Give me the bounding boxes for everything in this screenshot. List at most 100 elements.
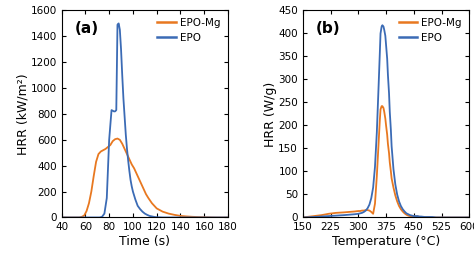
EPO-Mg — [166, 212, 172, 215]
EPO — [160, 216, 165, 219]
EPO-Mg — [86, 202, 92, 205]
EPO — [125, 159, 131, 162]
EPO-Mg — [119, 142, 125, 145]
EPO — [113, 108, 119, 112]
EPO-Mg — [466, 216, 472, 219]
EPO — [225, 216, 231, 219]
EPO — [378, 32, 383, 35]
EPO-Mg — [195, 216, 201, 219]
EPO — [135, 204, 140, 208]
EPO-Mg — [84, 209, 90, 212]
Line: EPO-Mg: EPO-Mg — [303, 106, 469, 217]
EPO — [172, 216, 177, 219]
X-axis label: Temperature (°C): Temperature (°C) — [332, 235, 440, 248]
EPO-Mg — [141, 187, 146, 190]
EPO-Mg — [178, 214, 183, 217]
EPO-Mg — [127, 158, 132, 161]
EPO — [106, 138, 112, 141]
EPO-Mg — [190, 215, 195, 219]
X-axis label: Time (s): Time (s) — [119, 235, 170, 248]
EPO — [137, 208, 143, 211]
EPO-Mg — [213, 216, 219, 219]
EPO — [127, 169, 132, 172]
EPO — [120, 97, 126, 100]
EPO — [101, 212, 107, 215]
EPO — [142, 212, 148, 215]
EPO-Mg — [134, 172, 139, 175]
EPO — [104, 196, 109, 200]
EPO-Mg — [112, 138, 118, 141]
Legend: EPO-Mg, EPO: EPO-Mg, EPO — [396, 16, 464, 45]
EPO — [145, 213, 150, 216]
EPO-Mg — [154, 207, 160, 210]
EPO-Mg — [115, 137, 120, 140]
EPO-Mg — [300, 216, 306, 219]
EPO — [111, 110, 117, 113]
Line: EPO: EPO — [62, 23, 228, 217]
EPO-Mg — [136, 177, 142, 180]
EPO — [128, 178, 133, 182]
Line: EPO-Mg: EPO-Mg — [62, 139, 228, 217]
EPO-Mg — [82, 214, 87, 217]
EPO — [130, 190, 136, 193]
EPO-Mg — [401, 212, 407, 215]
EPO-Mg — [117, 138, 123, 141]
EPO — [396, 200, 402, 203]
EPO-Mg — [59, 216, 64, 219]
EPO — [129, 185, 135, 188]
EPO — [300, 216, 306, 219]
Legend: EPO-Mg, EPO: EPO-Mg, EPO — [155, 16, 223, 45]
Line: EPO: EPO — [303, 25, 469, 217]
Text: (a): (a) — [75, 21, 99, 36]
EPO — [123, 133, 128, 136]
EPO-Mg — [183, 215, 189, 218]
EPO-Mg — [225, 216, 231, 219]
EPO-Mg — [201, 216, 207, 219]
EPO-Mg — [400, 210, 406, 213]
EPO — [99, 215, 105, 219]
Y-axis label: HRR (kW/m²): HRR (kW/m²) — [16, 73, 29, 155]
EPO-Mg — [382, 110, 387, 113]
EPO-Mg — [143, 193, 149, 196]
EPO — [109, 108, 114, 112]
EPO — [166, 216, 172, 219]
EPO — [139, 210, 145, 213]
EPO — [154, 216, 160, 219]
EPO — [366, 203, 372, 206]
EPO — [122, 115, 128, 118]
EPO-Mg — [326, 212, 332, 215]
EPO — [112, 110, 118, 113]
EPO-Mg — [122, 147, 128, 150]
EPO — [433, 216, 439, 219]
EPO-Mg — [96, 152, 101, 156]
EPO — [59, 216, 64, 219]
EPO — [380, 24, 385, 27]
EPO-Mg — [100, 149, 106, 152]
EPO-Mg — [91, 174, 97, 178]
Y-axis label: HRR (W/g): HRR (W/g) — [264, 81, 277, 147]
EPO-Mg — [108, 144, 113, 147]
EPO — [118, 48, 124, 51]
EPO — [363, 209, 369, 212]
EPO — [466, 216, 472, 219]
EPO-Mg — [149, 202, 155, 205]
EPO-Mg — [110, 140, 116, 143]
EPO-Mg — [105, 145, 111, 149]
EPO-Mg — [93, 160, 99, 163]
Text: (b): (b) — [316, 21, 341, 36]
EPO-Mg — [368, 210, 374, 214]
EPO-Mg — [129, 163, 135, 166]
EPO — [115, 23, 120, 26]
EPO — [132, 198, 138, 201]
EPO-Mg — [146, 196, 151, 200]
EPO — [119, 74, 125, 77]
EPO — [134, 201, 139, 204]
EPO-Mg — [138, 182, 144, 185]
EPO-Mg — [172, 213, 177, 216]
EPO — [131, 194, 137, 197]
EPO — [389, 145, 394, 148]
EPO — [147, 214, 153, 217]
EPO — [149, 215, 155, 218]
EPO — [97, 216, 102, 219]
EPO-Mg — [379, 105, 384, 108]
